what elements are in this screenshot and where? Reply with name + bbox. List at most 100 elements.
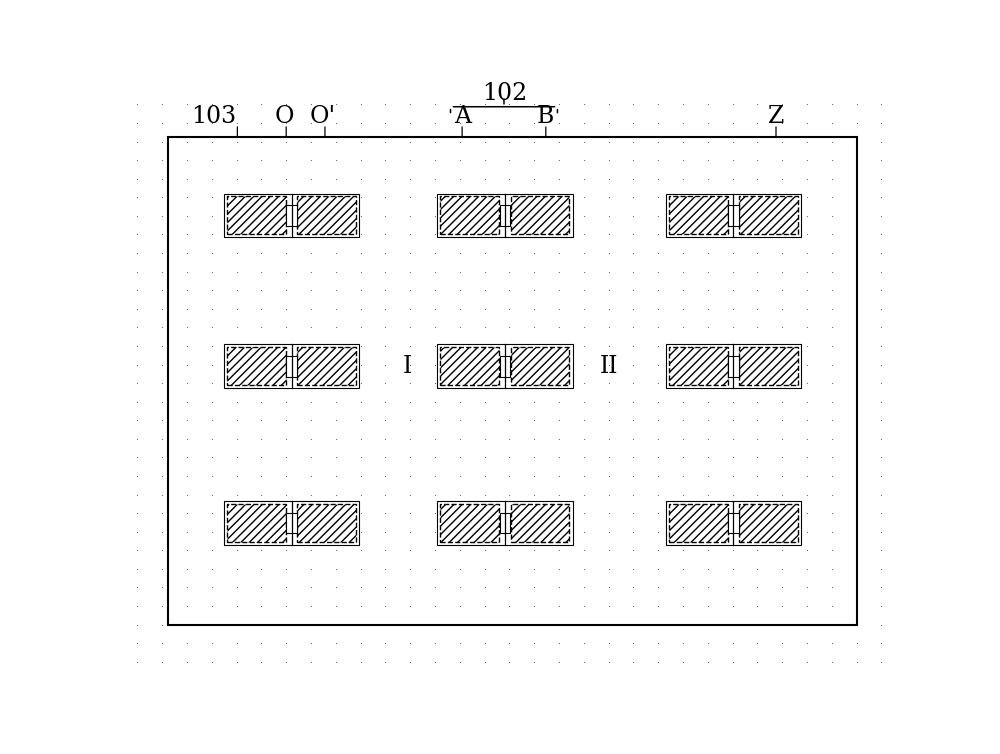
Point: [353, 526, 369, 538]
Point: [625, 396, 641, 408]
Point: [303, 544, 319, 556]
Point: [873, 414, 889, 426]
Point: [650, 173, 666, 185]
Point: [824, 303, 840, 315]
Point: [774, 489, 790, 501]
Point: [129, 284, 145, 296]
Point: [625, 526, 641, 538]
Point: [725, 656, 741, 668]
Point: [179, 98, 195, 110]
Point: [774, 228, 790, 241]
Bar: [286, 205, 297, 225]
Point: [700, 228, 716, 241]
Point: [179, 526, 195, 538]
Point: [477, 117, 493, 129]
Point: [278, 117, 294, 129]
Point: [601, 228, 617, 241]
Point: [625, 210, 641, 222]
Point: [700, 507, 716, 520]
Point: [551, 265, 567, 277]
Point: [799, 136, 815, 148]
Point: [204, 581, 220, 593]
Point: [650, 562, 666, 575]
Point: [353, 544, 369, 556]
Point: [427, 303, 443, 315]
Point: [427, 98, 443, 110]
Point: [204, 637, 220, 649]
Text: 103: 103: [192, 105, 237, 128]
Point: [725, 544, 741, 556]
Point: [849, 433, 865, 445]
Point: [229, 414, 245, 426]
Point: [402, 284, 418, 296]
Point: [353, 414, 369, 426]
Point: [824, 228, 840, 241]
Point: [353, 470, 369, 482]
Point: [303, 98, 319, 110]
Point: [526, 358, 542, 370]
Point: [774, 414, 790, 426]
Point: [675, 98, 691, 110]
Point: [377, 562, 393, 575]
Point: [278, 452, 294, 464]
Point: [477, 173, 493, 185]
Point: [650, 340, 666, 352]
Point: [501, 358, 517, 370]
Point: [601, 192, 617, 204]
Point: [501, 396, 517, 408]
Point: [452, 136, 468, 148]
Point: [204, 544, 220, 556]
Point: [849, 321, 865, 333]
Point: [551, 173, 567, 185]
Bar: [297, 197, 356, 234]
Point: [749, 154, 765, 166]
Point: [303, 618, 319, 630]
Point: [650, 321, 666, 333]
Point: [601, 452, 617, 464]
Point: [179, 321, 195, 333]
Bar: [440, 504, 499, 542]
Point: [154, 414, 170, 426]
Point: [551, 358, 567, 370]
Point: [328, 210, 344, 222]
Point: [501, 526, 517, 538]
Point: [749, 618, 765, 630]
Point: [501, 117, 517, 129]
Point: [253, 452, 269, 464]
Point: [601, 414, 617, 426]
Point: [749, 303, 765, 315]
Point: [427, 192, 443, 204]
Point: [253, 489, 269, 501]
Point: [501, 433, 517, 445]
Point: [774, 284, 790, 296]
Point: [601, 136, 617, 148]
Point: [328, 414, 344, 426]
Point: [204, 507, 220, 520]
Point: [650, 377, 666, 389]
Point: [179, 340, 195, 352]
Point: [402, 433, 418, 445]
Point: [204, 210, 220, 222]
Point: [303, 284, 319, 296]
Point: [129, 433, 145, 445]
Point: [700, 321, 716, 333]
Point: [229, 98, 245, 110]
Point: [253, 358, 269, 370]
Point: [402, 340, 418, 352]
Point: [402, 507, 418, 520]
Point: [452, 265, 468, 277]
Point: [551, 154, 567, 166]
Point: [204, 228, 220, 241]
Point: [477, 154, 493, 166]
Point: [551, 228, 567, 241]
Point: [129, 192, 145, 204]
Point: [501, 247, 517, 259]
Point: [353, 321, 369, 333]
Bar: [666, 345, 801, 388]
Point: [601, 544, 617, 556]
Point: [625, 173, 641, 185]
Point: [328, 489, 344, 501]
Point: [427, 136, 443, 148]
Point: [601, 340, 617, 352]
Point: [625, 544, 641, 556]
